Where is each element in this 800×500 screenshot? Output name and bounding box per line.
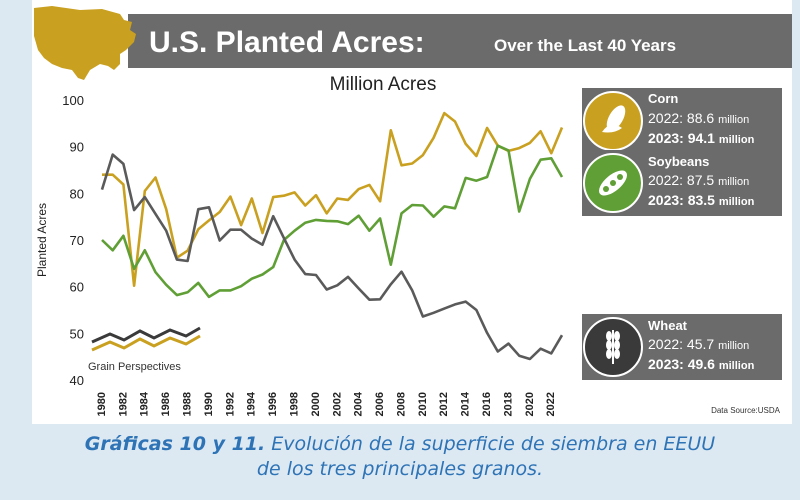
legend-soybeans-name: Soybeans	[648, 154, 709, 169]
series-line-soybeans	[101, 144, 564, 299]
x-tick-label: 2004	[353, 391, 365, 416]
x-tick-label: 1984	[139, 391, 151, 416]
x-tick-label: 2018	[502, 392, 514, 416]
us-map-icon	[34, 6, 136, 80]
x-tick-label: 1980	[96, 392, 108, 416]
x-tick-label: 1996	[267, 392, 279, 416]
data-source: Data Source:USDA	[711, 406, 781, 415]
grain-perspectives-logo: Grain Perspectives	[88, 326, 201, 373]
legend-wheat-name: Wheat	[648, 318, 688, 333]
x-tick-label: 2002	[331, 392, 343, 416]
y-axis-label: Planted Acres	[35, 203, 49, 277]
corn-cob-icon	[602, 105, 626, 133]
y-tick-label: 90	[70, 140, 84, 155]
legend-wheat-2023: 2023: 49.6 million	[648, 356, 755, 372]
y-axis-ticks: 40 50 60 70 80 90 100	[62, 93, 84, 388]
legend-corn-name: Corn	[648, 91, 678, 106]
x-tick-label: 1990	[203, 392, 215, 416]
logo-mark-dark	[91, 326, 201, 344]
x-tick-label: 2006	[374, 392, 386, 416]
x-tick-label: 2010	[417, 392, 429, 416]
x-axis-ticks: 1980 1982 1984 1986 1988 1990 1992 1994 1996 1998…	[96, 391, 557, 416]
legend-soybeans-2022: 2022: 87.5 million	[648, 172, 749, 188]
x-tick-label: 2014	[460, 391, 472, 416]
x-tick-label: 1994	[246, 391, 258, 416]
legend-corn: Corn 2022: 88.6 million 2023: 94.1 milli…	[582, 88, 782, 154]
y-tick-label: 60	[70, 280, 84, 295]
series-lines	[100, 111, 564, 361]
legend-soybeans: Soybeans 2022: 87.5 million 2023: 83.5 m…	[582, 150, 782, 216]
x-tick-label: 2000	[310, 392, 322, 416]
header-subtitle: Over the Last 40 Years	[494, 36, 676, 55]
legend-corn-2023: 2023: 94.1 million	[648, 130, 755, 146]
figure-caption: Gráficas 10 y 11. Evolución de la superf…	[0, 432, 800, 482]
x-tick-label: 1992	[224, 392, 236, 416]
legend-soybeans-2023: 2023: 83.5 million	[648, 192, 755, 208]
x-tick-label: 1988	[181, 392, 193, 416]
legend-wheat: Wheat 2022: 45.7 million 2023: 49.6 mill…	[582, 314, 782, 380]
header-title: U.S. Planted Acres:	[149, 26, 425, 59]
caption-text-2: de los tres principales granos.	[256, 458, 544, 480]
y-tick-label: 100	[62, 93, 84, 108]
legend-wheat-2022: 2022: 45.7 million	[648, 336, 749, 352]
series-line-corn	[102, 111, 564, 288]
soybean-pod-icon	[598, 170, 628, 196]
logo-mark-gold	[91, 334, 201, 352]
caption-bold: Gráficas 10 y 11.	[84, 433, 266, 455]
x-tick-label: 1998	[288, 392, 300, 416]
x-tick-label: 2008	[395, 392, 407, 416]
caption-line-2: de los tres principales granos.	[0, 457, 800, 482]
y-tick-label: 70	[70, 233, 84, 248]
caption-text-1: Evolución de la superficie de siembra en…	[271, 433, 716, 455]
x-tick-label: 2016	[481, 392, 493, 416]
x-tick-label: 2020	[524, 392, 536, 416]
x-tick-label: 1986	[160, 392, 172, 416]
logo-text: Grain Perspectives	[88, 361, 181, 373]
chart-canvas: U.S. Planted Acres: Over the Last 40 Yea…	[34, 6, 792, 416]
header-banner-bg	[128, 14, 792, 68]
chart-panel: U.S. Planted Acres: Over the Last 40 Yea…	[32, 0, 792, 424]
wheat-stalk-icon	[606, 330, 620, 364]
y-tick-label: 50	[70, 326, 84, 341]
header-banner: U.S. Planted Acres: Over the Last 40 Yea…	[128, 14, 792, 68]
series-line-wheat	[100, 153, 564, 361]
caption-line-1: Gráficas 10 y 11. Evolución de la superf…	[0, 432, 800, 457]
y-tick-label: 40	[70, 373, 84, 388]
x-tick-label: 2012	[438, 392, 450, 416]
y-tick-label: 80	[70, 186, 84, 201]
x-tick-label: 1982	[117, 392, 129, 416]
legend-corn-2022: 2022: 88.6 million	[648, 110, 749, 126]
x-tick-label: 2022	[545, 392, 557, 416]
chart-title: Million Acres	[330, 74, 437, 95]
